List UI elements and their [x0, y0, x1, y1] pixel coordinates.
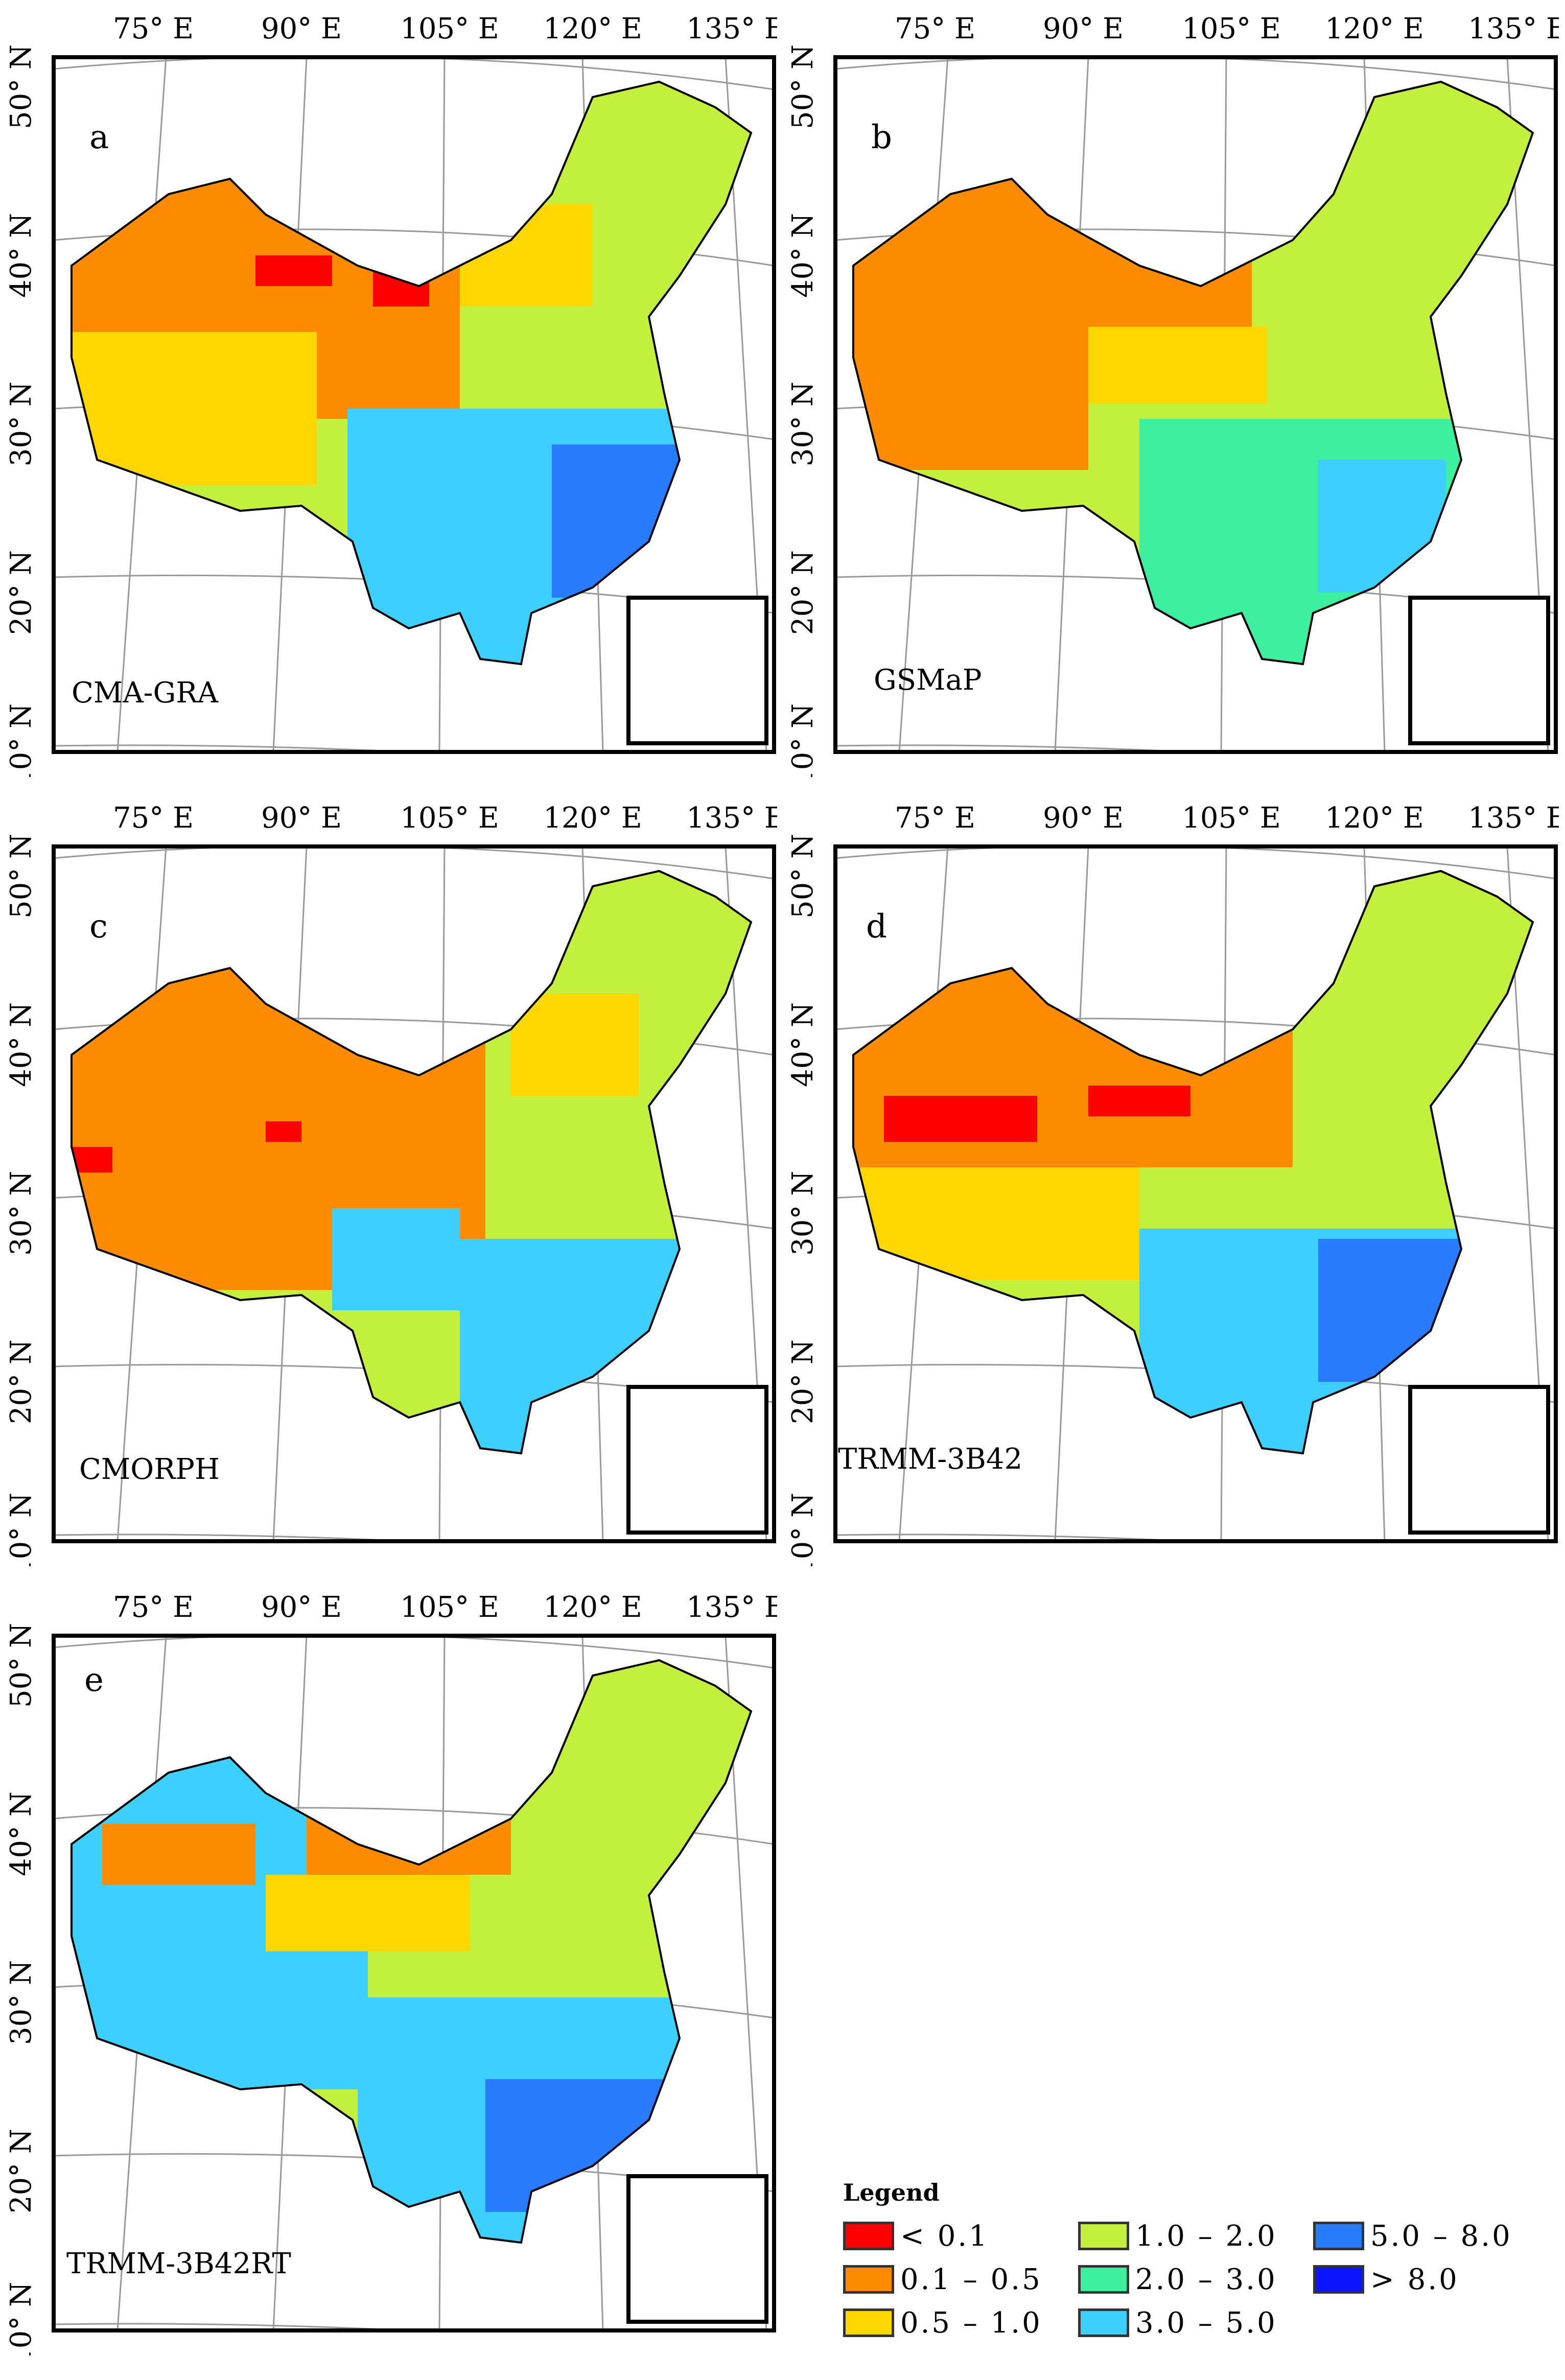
panel-letter: d: [866, 908, 887, 946]
south-china-sea-inset: [626, 2174, 768, 2324]
lon-tick: 120° E: [543, 12, 642, 45]
panel-letter: b: [871, 119, 892, 156]
south-china-sea-inset: [626, 1385, 768, 1535]
lat-tick: 40° N: [5, 213, 38, 298]
panel-letter: c: [89, 908, 108, 946]
lon-tick: 135° E: [686, 802, 777, 835]
lat-tick: 20° N: [5, 2129, 38, 2213]
legend-swatch: [1313, 2222, 1364, 2250]
product-label: CMA-GRA: [72, 676, 218, 710]
product-label: GSMaP: [874, 664, 982, 697]
south-china-sea-inset: [1408, 1385, 1550, 1535]
lat-tick: 50° N: [5, 834, 38, 918]
legend-swatch: [1078, 2222, 1129, 2250]
product-label: TRMM-3B42RT: [66, 2247, 291, 2280]
lon-tick: 120° E: [1325, 12, 1424, 45]
lon-tick: 105° E: [400, 12, 499, 45]
legend: Legend < 0.1 0.1 – 0.5 0.5 – 1.0 1.0 – 2…: [843, 2179, 1558, 2368]
legend-label: 3.0 – 5.0: [1135, 2306, 1277, 2340]
lat-tick: 20° N: [786, 550, 820, 635]
lon-tick: 135° E: [686, 1591, 777, 1624]
legend-swatch: [1313, 2265, 1364, 2294]
legend-item: > 8.0: [1313, 2263, 1459, 2296]
lat-tick: 40° N: [786, 213, 820, 298]
lon-tick: 75° E: [113, 1591, 194, 1624]
lat-tick: 20° N: [786, 1339, 820, 1424]
legend-item: 5.0 – 8.0: [1313, 2219, 1512, 2253]
lat-tick: 40° N: [786, 1002, 820, 1087]
legend-item: 0.5 – 1.0: [843, 2306, 1042, 2340]
lon-tick: 75° E: [895, 12, 975, 45]
lon-tick: 90° E: [261, 12, 342, 45]
product-label: TRMM-3B42: [838, 1443, 1022, 1476]
lon-tick: 135° E: [1468, 12, 1559, 45]
legend-item: 0.1 – 0.5: [843, 2263, 1042, 2296]
lon-tick: 75° E: [113, 802, 194, 835]
legend-label: 2.0 – 3.0: [1135, 2263, 1277, 2296]
south-china-sea-inset: [1408, 596, 1550, 745]
lon-tick: 90° E: [1043, 12, 1124, 45]
lon-tick: 75° E: [113, 12, 194, 45]
lon-tick: 105° E: [400, 1591, 499, 1624]
lat-tick: 10° N: [786, 1493, 820, 1566]
south-china-sea-inset: [626, 596, 768, 745]
lon-tick: 90° E: [261, 802, 342, 835]
legend-label: < 0.1: [900, 2219, 989, 2253]
legend-label: 0.5 – 1.0: [900, 2306, 1042, 2340]
lon-tick: 105° E: [400, 802, 499, 835]
lat-tick: 10° N: [5, 1493, 38, 1566]
lat-tick: 20° N: [5, 550, 38, 635]
panel-letter: e: [84, 1661, 104, 1699]
product-label: CMORPH: [79, 1453, 220, 1486]
lon-tick: 135° E: [1468, 802, 1559, 835]
lon-tick: 120° E: [1325, 802, 1424, 835]
legend-label: 1.0 – 2.0: [1135, 2219, 1277, 2253]
lon-tick: 90° E: [1043, 802, 1124, 835]
legend-swatch: [843, 2222, 894, 2250]
lat-tick: 10° N: [786, 703, 820, 777]
lon-tick: 75° E: [895, 802, 975, 835]
lat-tick: 40° N: [5, 1002, 38, 1087]
lat-tick: 30° N: [5, 382, 38, 466]
panel-letter: a: [89, 119, 109, 156]
legend-label: 5.0 – 8.0: [1370, 2219, 1512, 2253]
legend-swatch: [843, 2308, 894, 2337]
lon-tick: 90° E: [261, 1591, 342, 1624]
lat-tick: 10° N: [5, 703, 38, 777]
legend-item: < 0.1: [843, 2219, 989, 2253]
map-panel-a: 75° E 90° E 105° E 120° E 135° E 50° N 4…: [0, 0, 777, 777]
map-panel-c: 75° E 90° E 105° E 120° E 135° E 50° N 4…: [0, 789, 777, 1566]
legend-item: 3.0 – 5.0: [1078, 2306, 1277, 2340]
lon-tick: 135° E: [686, 12, 777, 45]
legend-label: 0.1 – 0.5: [900, 2263, 1042, 2296]
legend-swatch: [1078, 2308, 1129, 2337]
lat-tick: 30° N: [5, 1171, 38, 1256]
lat-tick: 40° N: [5, 1792, 38, 1876]
lat-tick: 50° N: [5, 44, 38, 129]
lat-tick: 50° N: [5, 1623, 38, 1708]
map-panel-b: 75° E 90° E 105° E 120° E 135° E 50° N 4…: [782, 0, 1559, 777]
legend-item: 2.0 – 3.0: [1078, 2263, 1277, 2296]
legend-swatch: [843, 2265, 894, 2294]
legend-item: 1.0 – 2.0: [1078, 2219, 1277, 2253]
lat-tick: 30° N: [786, 1171, 820, 1256]
map-panel-d: 75° E 90° E 105° E 120° E 135° E 50° N 4…: [782, 789, 1559, 1566]
legend-swatch: [1078, 2265, 1129, 2294]
map-panel-e: 75° E 90° E 105° E 120° E 135° E 50° N 4…: [0, 1578, 777, 2355]
lat-tick: 30° N: [5, 1960, 38, 2045]
lon-tick: 120° E: [543, 802, 642, 835]
lon-tick: 105° E: [1182, 12, 1281, 45]
lat-tick: 20° N: [5, 1339, 38, 1424]
lat-tick: 30° N: [786, 382, 820, 466]
legend-label: > 8.0: [1370, 2263, 1459, 2296]
lat-tick: 50° N: [786, 834, 820, 918]
lon-tick: 105° E: [1182, 802, 1281, 835]
legend-title: Legend: [843, 2179, 940, 2206]
lon-tick: 120° E: [543, 1591, 642, 1624]
lat-tick: 10° N: [5, 2282, 38, 2355]
lat-tick: 50° N: [786, 44, 820, 129]
